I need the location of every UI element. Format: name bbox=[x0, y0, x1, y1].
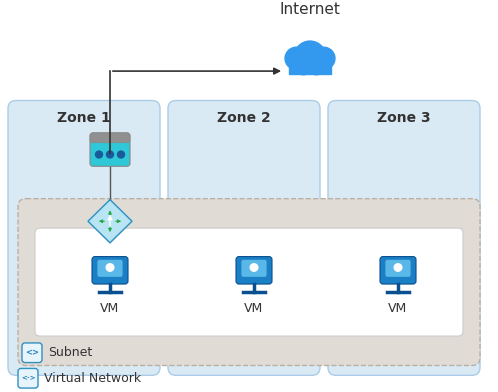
FancyBboxPatch shape bbox=[90, 133, 130, 143]
Text: Zone 1: Zone 1 bbox=[57, 111, 111, 125]
Text: VM: VM bbox=[101, 302, 120, 315]
Circle shape bbox=[118, 151, 124, 158]
FancyBboxPatch shape bbox=[168, 100, 320, 375]
Circle shape bbox=[106, 264, 114, 271]
Text: Virtual Network: Virtual Network bbox=[44, 372, 141, 385]
FancyBboxPatch shape bbox=[98, 260, 123, 277]
Circle shape bbox=[312, 47, 335, 70]
Circle shape bbox=[285, 47, 308, 70]
FancyBboxPatch shape bbox=[385, 260, 410, 277]
Circle shape bbox=[394, 264, 402, 271]
Circle shape bbox=[250, 264, 258, 271]
Circle shape bbox=[306, 54, 327, 75]
FancyBboxPatch shape bbox=[242, 260, 266, 277]
Circle shape bbox=[96, 151, 103, 158]
FancyBboxPatch shape bbox=[236, 257, 272, 284]
Text: Zone 3: Zone 3 bbox=[377, 111, 431, 125]
Circle shape bbox=[293, 54, 314, 75]
FancyBboxPatch shape bbox=[380, 257, 416, 284]
Polygon shape bbox=[88, 200, 132, 243]
Text: Zone 2: Zone 2 bbox=[217, 111, 271, 125]
Text: <>: <> bbox=[25, 348, 39, 357]
Bar bbox=[289, 63, 331, 74]
Text: Subnet: Subnet bbox=[48, 346, 92, 359]
FancyBboxPatch shape bbox=[18, 368, 38, 388]
Text: VM: VM bbox=[245, 302, 263, 315]
Text: <·>: <·> bbox=[21, 375, 35, 381]
FancyBboxPatch shape bbox=[22, 343, 42, 363]
FancyBboxPatch shape bbox=[328, 100, 480, 375]
FancyBboxPatch shape bbox=[8, 100, 160, 375]
FancyBboxPatch shape bbox=[92, 257, 128, 284]
Text: Internet: Internet bbox=[279, 2, 341, 17]
Circle shape bbox=[294, 41, 326, 72]
FancyBboxPatch shape bbox=[90, 133, 130, 166]
FancyBboxPatch shape bbox=[35, 228, 463, 336]
FancyBboxPatch shape bbox=[18, 199, 480, 365]
Circle shape bbox=[107, 151, 114, 158]
Text: VM: VM bbox=[388, 302, 408, 315]
